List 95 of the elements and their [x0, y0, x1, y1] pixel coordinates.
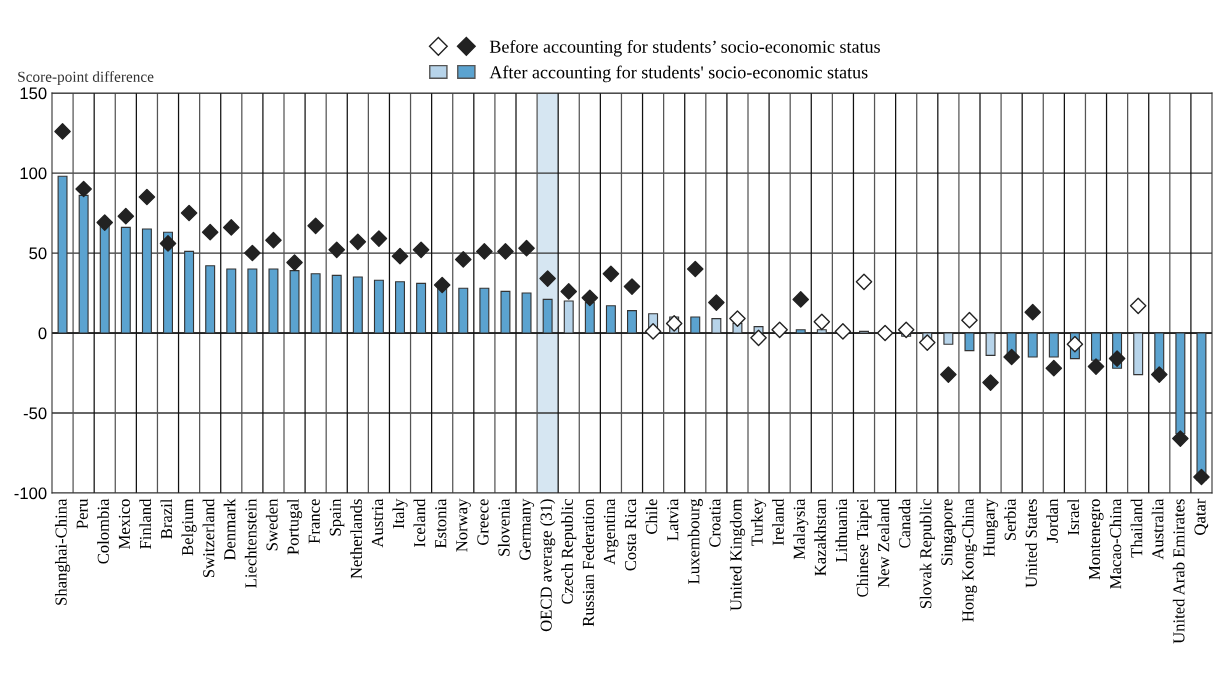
- x-tick-label: Costa Rica: [624, 498, 637, 571]
- bar: [331, 274, 342, 334]
- x-tick-label: Chile: [645, 499, 658, 534]
- y-tick-label: 100: [20, 167, 47, 180]
- bar: [500, 290, 511, 334]
- y-tick-label: -100: [14, 487, 47, 500]
- x-tick-label: Russian Federation: [582, 498, 594, 627]
- bar: [1027, 332, 1038, 358]
- bar: [711, 318, 722, 334]
- bar: [605, 305, 616, 334]
- y-tick-label: 50: [29, 247, 47, 260]
- bar: [205, 265, 216, 334]
- x-tick-label: Malaysia: [793, 498, 809, 560]
- y-tick-label: 0: [38, 327, 47, 340]
- bar: [395, 281, 405, 334]
- x-tick-label: Liechtenstein: [244, 498, 257, 588]
- y-axis-title: Score-point difference: [18, 70, 154, 85]
- x-tick-label: Mexico: [118, 499, 130, 549]
- bar: [1133, 332, 1144, 376]
- x-tick-label: Chinese Taipei: [856, 498, 872, 597]
- x-tick-label: Hungary: [983, 498, 999, 557]
- x-tick-label: Australia: [1151, 498, 1164, 560]
- x-tick-label: Thailand: [1130, 498, 1143, 558]
- x-tick-label: Ireland: [772, 498, 784, 546]
- x-tick-label: Montenegro: [1089, 499, 1104, 580]
- x-tick-label: Norway: [456, 498, 471, 552]
- x-tick-label: Peru: [76, 498, 88, 529]
- x-tick-label: Turkey: [750, 498, 767, 546]
- x-tick-label: Canada: [898, 498, 911, 548]
- x-tick-label: Austria: [371, 498, 384, 548]
- bar: [584, 302, 595, 334]
- x-tick-label: Brazil: [160, 498, 173, 539]
- x-tick-label: Hong Kong-China: [961, 498, 978, 622]
- x-tick-label: Jordan: [1046, 498, 1058, 543]
- x-tick-label: Israel: [1067, 498, 1080, 535]
- x-tick-label: Shanghai-China: [54, 498, 71, 605]
- bar: [479, 287, 490, 334]
- x-tick-label: United States: [1025, 499, 1037, 588]
- legend-label: Before accounting for students’ socio-economic status: [489, 39, 880, 57]
- x-tick-label: United Arab Emirates: [1172, 499, 1185, 644]
- bar: [627, 310, 637, 334]
- bar: [985, 332, 996, 356]
- x-tick-label: Latvia: [667, 498, 679, 541]
- x-tick-label: Croatia: [709, 498, 721, 547]
- bar: [816, 329, 827, 334]
- x-tick-label: New Zealand: [877, 498, 890, 588]
- x-tick-label: Spain: [329, 498, 345, 536]
- bar: [521, 292, 532, 334]
- x-tick-label: Colombia: [97, 498, 109, 564]
- bar: [226, 268, 237, 334]
- x-tick-label: Germany: [519, 498, 535, 560]
- y-tick-label: 150: [20, 87, 47, 100]
- bar: [563, 300, 574, 334]
- x-tick-label: Belgium: [181, 498, 197, 556]
- x-tick-label: Greece: [477, 499, 489, 546]
- x-tick-label: Argentina: [603, 498, 619, 565]
- bar: [1091, 332, 1101, 361]
- bar: [795, 329, 806, 334]
- bar: [289, 270, 300, 334]
- x-tick-label: Estonia: [435, 498, 447, 549]
- x-tick-label: Sweden: [265, 498, 278, 551]
- bar: [690, 316, 701, 334]
- bar: [943, 332, 954, 345]
- y-tick-label: -50: [23, 407, 47, 420]
- x-tick-label: Denmark: [223, 498, 236, 561]
- x-tick-label: Slovak Republic: [919, 499, 935, 609]
- bar: [964, 332, 975, 352]
- x-tick-label: Czech Republic: [561, 499, 577, 604]
- x-tick-label: Luxembourg: [687, 498, 703, 584]
- x-tick-label: OECD average (31): [540, 499, 556, 632]
- bar: [373, 279, 384, 334]
- bar: [1048, 332, 1059, 358]
- bar: [247, 268, 258, 334]
- x-tick-label: Qatar: [1194, 498, 1209, 535]
- x-tick-label: France: [308, 499, 320, 544]
- x-tick-label: Netherlands: [350, 499, 362, 579]
- x-tick-label: Portugal: [286, 498, 303, 555]
- x-tick-label: Macao-China: [1109, 498, 1122, 589]
- x-tick-label: Singapore: [941, 499, 956, 566]
- x-tick-label: Finland: [139, 498, 152, 549]
- bar: [416, 282, 427, 334]
- bar: [352, 276, 363, 334]
- x-tick-label: Serbia: [1004, 498, 1016, 541]
- x-tick-label: Iceland: [413, 498, 426, 547]
- x-tick-label: Italy: [392, 498, 408, 529]
- x-tick-label: Switzerland: [202, 498, 215, 578]
- bar: [310, 273, 321, 334]
- x-tick-label: Kazakhstan: [814, 498, 826, 576]
- bar: [542, 298, 553, 334]
- x-tick-label: Slovenia: [497, 498, 510, 556]
- x-tick-label: United Kingdom: [729, 498, 746, 611]
- bar: [268, 268, 279, 334]
- bar: [458, 287, 469, 334]
- legend-label: After accounting for students' socio-economic status: [489, 65, 868, 83]
- x-tick-label: Lithuania: [835, 498, 848, 562]
